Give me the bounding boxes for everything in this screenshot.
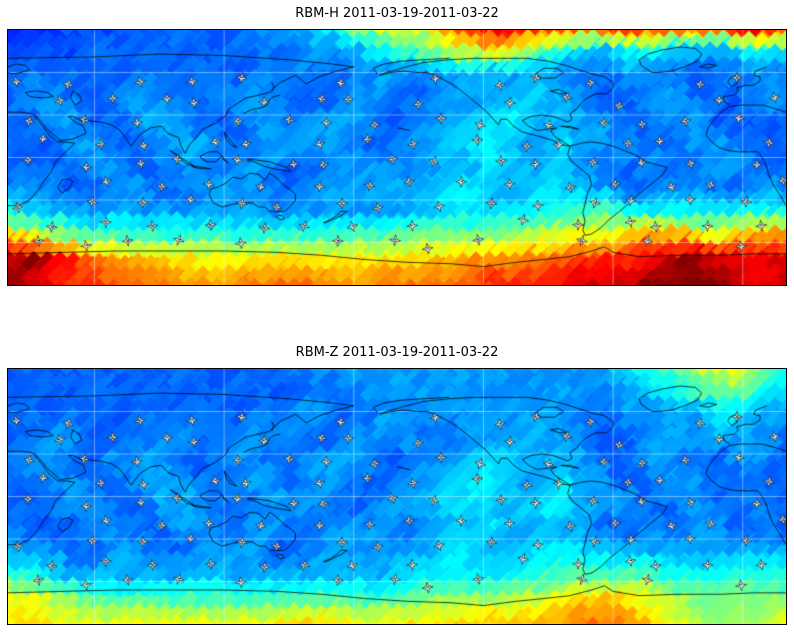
figure: RBM-H 2011-03-19-2011-03-22 RBM-Z 2011-0… bbox=[0, 6, 794, 639]
rbm-h-map-canvas bbox=[7, 29, 787, 286]
panel-rbm-z-title: RBM-Z 2011-03-19-2011-03-22 bbox=[295, 345, 499, 360]
panel-rbm-h: RBM-H 2011-03-19-2011-03-22 bbox=[0, 6, 794, 286]
panel-rbm-h-title: RBM-H 2011-03-19-2011-03-22 bbox=[295, 6, 499, 21]
rbm-z-map-canvas bbox=[7, 368, 787, 625]
panel-rbm-z: RBM-Z 2011-03-19-2011-03-22 bbox=[0, 345, 794, 625]
